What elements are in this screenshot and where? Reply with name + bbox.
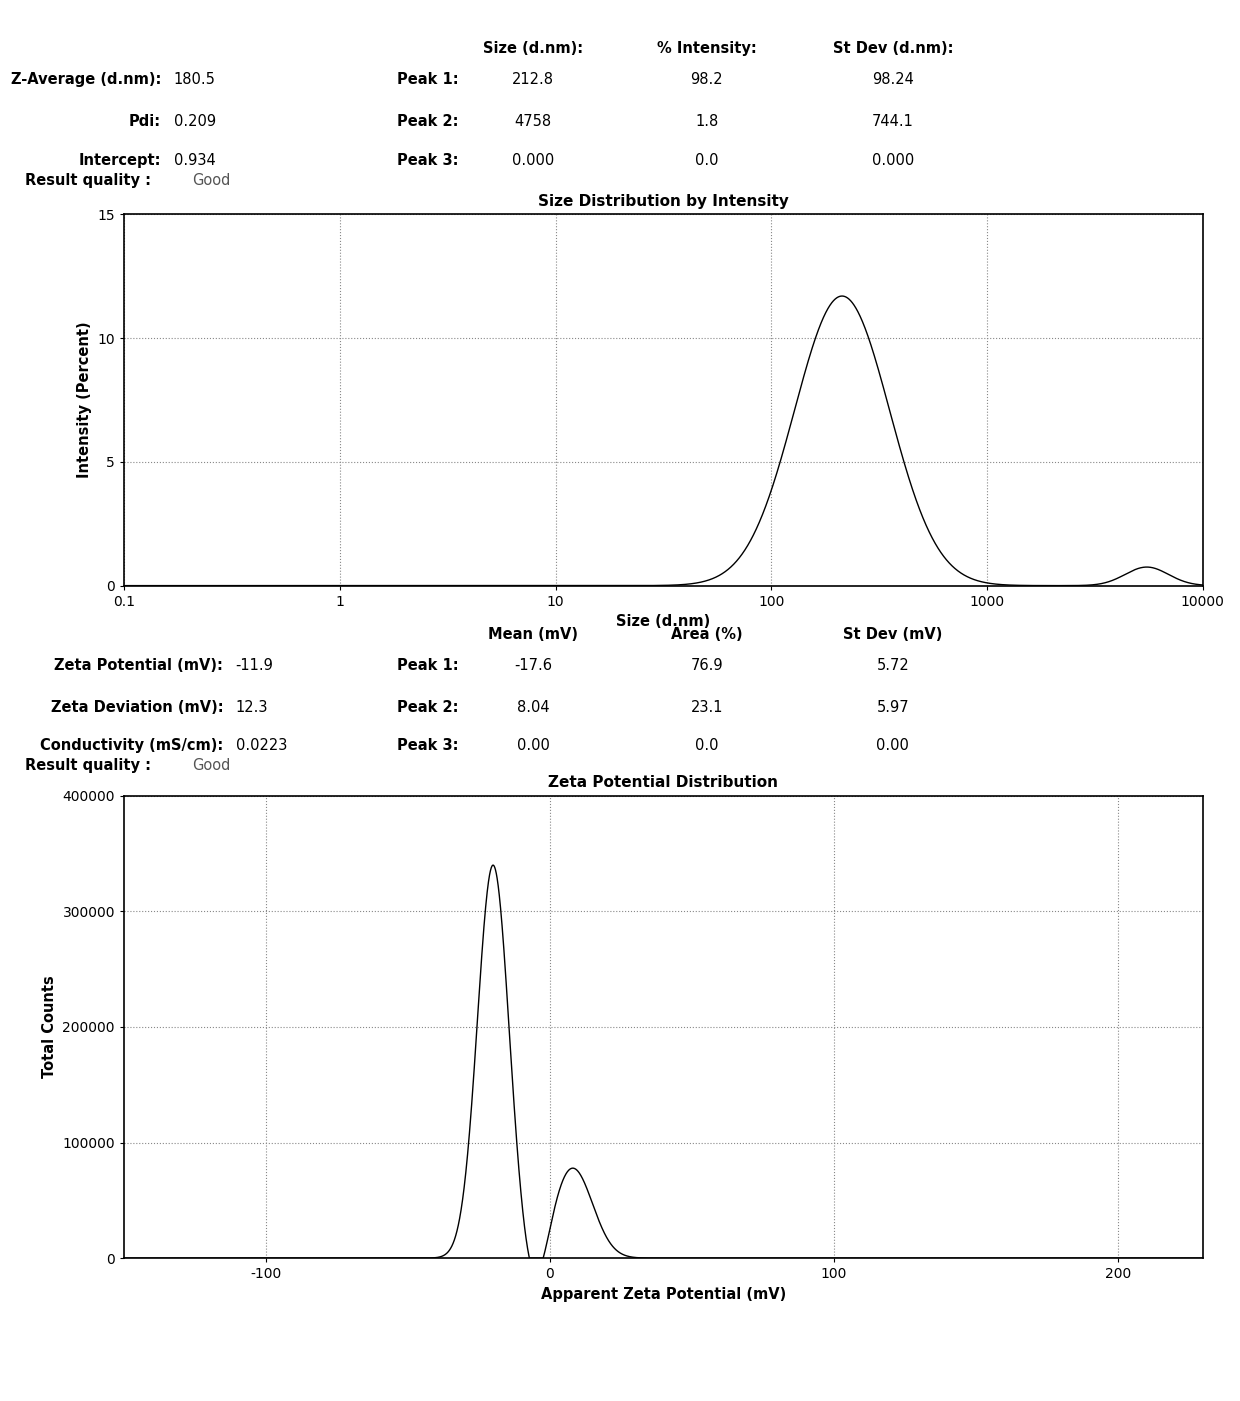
Text: 180.5: 180.5 xyxy=(174,71,216,87)
Text: Zeta Potential (mV):: Zeta Potential (mV): xyxy=(55,657,223,672)
Text: 5.97: 5.97 xyxy=(877,699,909,715)
Text: -11.9: -11.9 xyxy=(236,657,274,672)
Text: Peak 1:: Peak 1: xyxy=(397,71,459,87)
Text: 4758: 4758 xyxy=(515,113,552,129)
Text: 98.24: 98.24 xyxy=(872,71,914,87)
X-axis label: Size (d.nm): Size (d.nm) xyxy=(616,614,711,629)
Text: 0.0223: 0.0223 xyxy=(236,738,286,754)
Title: Zeta Potential Distribution: Zeta Potential Distribution xyxy=(548,775,779,790)
Text: Result quality :: Result quality : xyxy=(25,758,151,773)
Text: Peak 3:: Peak 3: xyxy=(397,153,459,168)
Title: Size Distribution by Intensity: Size Distribution by Intensity xyxy=(538,193,789,209)
Text: 23.1: 23.1 xyxy=(691,699,723,715)
Text: % Intensity:: % Intensity: xyxy=(657,41,756,56)
Text: 5.72: 5.72 xyxy=(877,657,909,672)
Text: 98.2: 98.2 xyxy=(691,71,723,87)
Text: 212.8: 212.8 xyxy=(512,71,554,87)
Text: 744.1: 744.1 xyxy=(872,113,914,129)
Text: -17.6: -17.6 xyxy=(515,657,552,672)
Text: Good: Good xyxy=(192,172,231,188)
Text: Good: Good xyxy=(192,758,231,773)
Text: Peak 1:: Peak 1: xyxy=(397,657,459,672)
Text: 0.000: 0.000 xyxy=(512,153,554,168)
Text: Conductivity (mS/cm):: Conductivity (mS/cm): xyxy=(40,738,223,754)
Text: 0.0: 0.0 xyxy=(696,738,718,754)
Y-axis label: Total Counts: Total Counts xyxy=(42,975,57,1079)
Text: Zeta Deviation (mV):: Zeta Deviation (mV): xyxy=(51,699,223,715)
Text: 76.9: 76.9 xyxy=(691,657,723,672)
Text: 0.000: 0.000 xyxy=(872,153,914,168)
Text: 0.00: 0.00 xyxy=(877,738,909,754)
Y-axis label: Intensity (Percent): Intensity (Percent) xyxy=(77,322,92,478)
Text: Z-Average (d.nm):: Z-Average (d.nm): xyxy=(11,71,161,87)
Text: Area (%): Area (%) xyxy=(671,626,743,642)
Text: 0.934: 0.934 xyxy=(174,153,216,168)
Text: 0.0: 0.0 xyxy=(696,153,718,168)
Text: Peak 2:: Peak 2: xyxy=(397,113,459,129)
Text: Size (d.nm):: Size (d.nm): xyxy=(484,41,583,56)
Text: 12.3: 12.3 xyxy=(236,699,268,715)
Text: St Dev (mV): St Dev (mV) xyxy=(843,626,942,642)
Text: 8.04: 8.04 xyxy=(517,699,549,715)
Text: Result quality :: Result quality : xyxy=(25,172,151,188)
X-axis label: Apparent Zeta Potential (mV): Apparent Zeta Potential (mV) xyxy=(541,1286,786,1302)
Text: 0.00: 0.00 xyxy=(517,738,549,754)
Text: Peak 2:: Peak 2: xyxy=(397,699,459,715)
Text: Mean (mV): Mean (mV) xyxy=(489,626,578,642)
Text: Intercept:: Intercept: xyxy=(78,153,161,168)
Text: St Dev (d.nm):: St Dev (d.nm): xyxy=(832,41,954,56)
Text: Pdi:: Pdi: xyxy=(129,113,161,129)
Text: 1.8: 1.8 xyxy=(696,113,718,129)
Text: Peak 3:: Peak 3: xyxy=(397,738,459,754)
Text: 0.209: 0.209 xyxy=(174,113,216,129)
